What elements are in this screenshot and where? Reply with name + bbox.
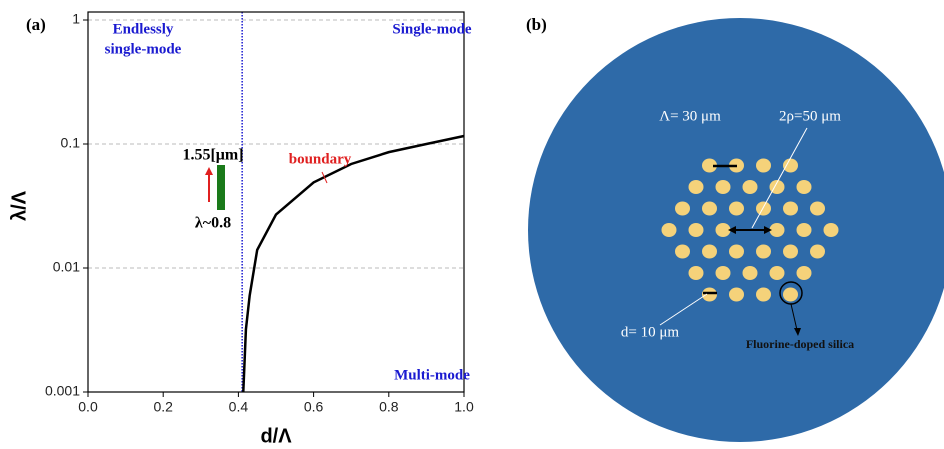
air-hole	[729, 287, 744, 302]
air-hole	[756, 244, 771, 259]
air-hole	[688, 180, 704, 194]
air-hole	[661, 223, 677, 237]
material-label: Fluorine-doped silica	[746, 337, 854, 351]
air-hole	[769, 223, 785, 237]
air-hole	[756, 158, 771, 173]
air-hole	[729, 244, 744, 259]
air-hole	[675, 244, 690, 259]
data-line	[242, 134, 465, 393]
material-arrow-head	[794, 328, 801, 336]
plot-frame	[87, 11, 465, 393]
air-hole	[783, 287, 798, 302]
y-axis-label: λ/Λ	[8, 190, 30, 221]
air-hole	[702, 158, 717, 173]
air-hole	[769, 180, 785, 194]
panel-label: (a)	[26, 15, 46, 34]
leader-line	[751, 127, 808, 229]
x-tick-label: 0.6	[304, 399, 324, 415]
x-tick-label: 0.2	[153, 399, 173, 415]
core-label: 2ρ=50 μm	[779, 108, 841, 124]
pitch-label: Λ= 30 μm	[659, 108, 721, 124]
x-axis-label: d/Λ	[260, 425, 292, 447]
hole-label: d= 10 μm	[621, 324, 680, 340]
air-hole	[702, 201, 717, 216]
range-bar	[217, 165, 225, 210]
y-tick-label: 0.01	[53, 259, 80, 275]
annotation-arrow	[321, 171, 328, 184]
annotation: boundary	[289, 151, 352, 167]
y-tick-label: 0.1	[61, 135, 81, 151]
x-tick-label: 0.0	[78, 399, 98, 415]
air-hole	[783, 201, 798, 216]
y-tick-label: 0.001	[45, 383, 80, 399]
x-tick-label: 1.0	[454, 399, 474, 415]
air-hole	[823, 223, 839, 237]
air-hole	[810, 244, 825, 259]
air-hole	[783, 158, 798, 173]
x-tick-label: 0.4	[229, 399, 249, 415]
y-tick-label: 1	[72, 11, 80, 27]
air-hole	[742, 180, 758, 194]
air-hole	[796, 180, 812, 194]
chart: 0.001 0.01 0.1 1 0.0 0.2 0.4 0.6 0.8 1.0	[45, 11, 474, 415]
annotation: 1.55[μm]	[182, 147, 243, 164]
air-hole	[688, 266, 704, 280]
air-hole	[729, 201, 744, 216]
air-hole	[756, 201, 771, 216]
annotation: Single-mode	[392, 21, 472, 37]
air-hole	[675, 201, 690, 216]
air-hole	[783, 244, 798, 259]
air-hole	[702, 244, 717, 259]
leader-line	[659, 293, 708, 326]
annotation: λ~0.8	[195, 215, 231, 232]
air-hole	[742, 266, 758, 280]
air-hole	[796, 266, 812, 280]
air-hole	[796, 223, 812, 237]
air-hole	[715, 180, 731, 194]
annotation: Endlessly	[113, 21, 174, 37]
x-tick-label: 0.8	[379, 399, 399, 415]
air-hole	[688, 223, 704, 237]
panel-label: (b)	[526, 15, 547, 34]
air-hole	[715, 266, 731, 280]
air-hole	[702, 287, 717, 302]
air-hole	[756, 287, 771, 302]
range-arrow-head	[205, 167, 213, 175]
hole-lattice	[661, 158, 839, 302]
fiber-diagram: Λ= 30 μm 2ρ=50 μm d= 10 μm Fluorine-dope…	[528, 18, 944, 442]
material-arrow	[790, 303, 798, 331]
annotation: Multi-mode	[394, 367, 470, 383]
air-hole	[810, 201, 825, 216]
air-hole	[715, 223, 731, 237]
annotation: single-mode	[105, 41, 182, 57]
air-hole	[769, 266, 785, 280]
